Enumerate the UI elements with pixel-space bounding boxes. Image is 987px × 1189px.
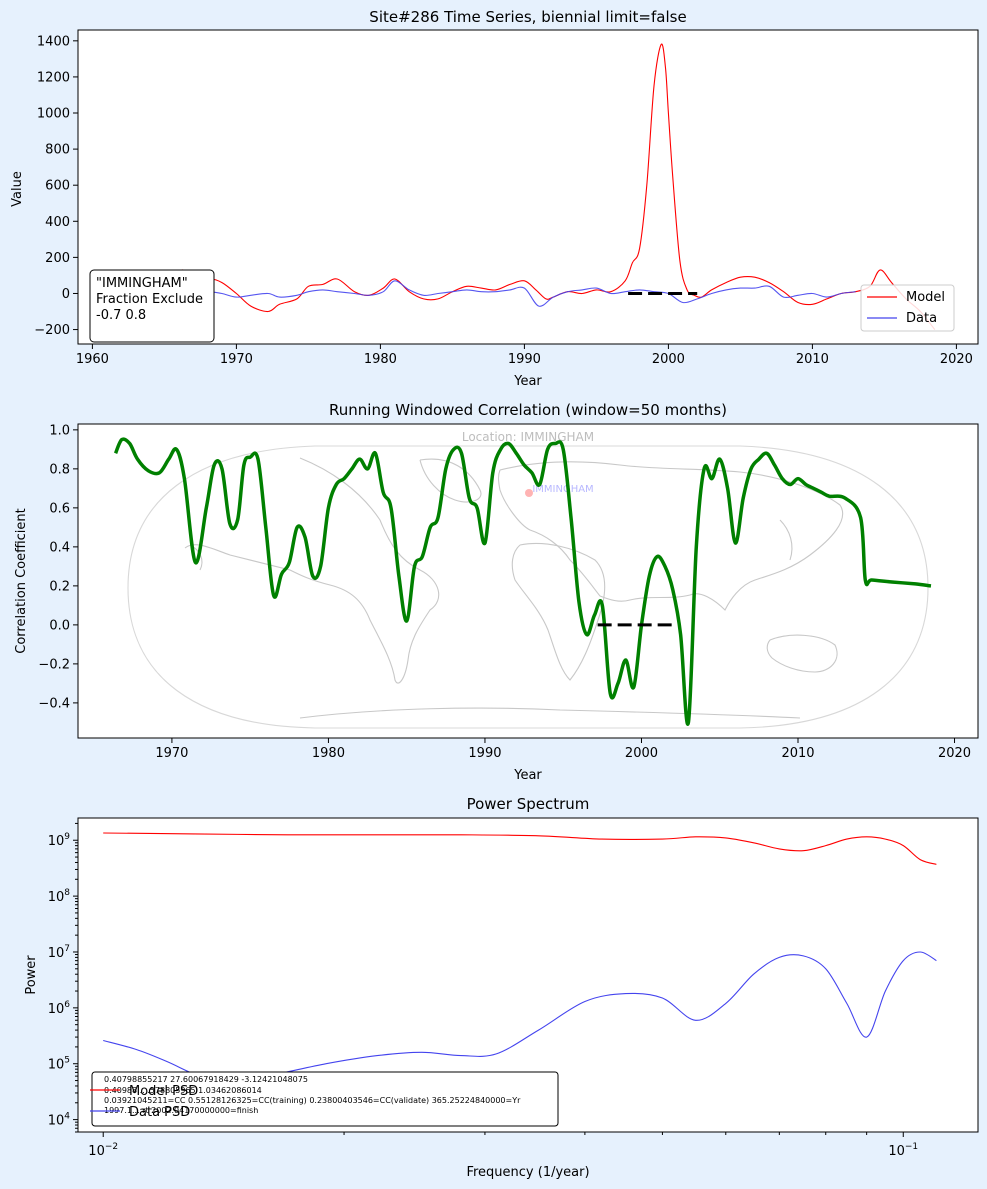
annotation-box: "IMMINGHAM" Fraction Exclude -0.7 0.8 [89, 269, 215, 343]
y-tick-label: 0.8 [49, 462, 70, 477]
correlation-lines [113, 437, 932, 726]
power-spectrum-title: Power Spectrum [467, 795, 590, 813]
correlation-ylabel: Correlation Coefficient [14, 508, 29, 654]
y-tick-label: 0.0 [49, 618, 70, 633]
x-tick-label: 1990 [468, 746, 501, 761]
y-tick-label: 105 [48, 1056, 70, 1073]
time-series-legend: Model Data [860, 284, 955, 332]
power-spectrum-ticks: 10−2 10−1 104 105 106 107 108 109 [48, 822, 918, 1159]
series-line-data [109, 280, 856, 307]
x-tick-label: 10−2 [88, 1142, 118, 1159]
series-line-model-psd [103, 832, 937, 865]
y-tick-label: 1.0 [49, 423, 70, 438]
power-spectrum-xlabel: Frequency (1/year) [466, 1165, 589, 1180]
time-series-ylabel: Value [10, 171, 25, 207]
legend-data-psd: Data PSD [129, 1105, 190, 1120]
power-spectrum-panel: Power Spectrum Frequency (1/year) Power … [24, 795, 979, 1180]
y-tick-label: −0.2 [38, 657, 70, 672]
stats-line-3: 0.03921045211=CC 0.55128126325=CC(traini… [104, 1096, 521, 1105]
legend-model-psd: Model PSD [129, 1084, 198, 1099]
map-location-label: Location: IMMINGHAM [462, 430, 594, 444]
legend-model: Model [906, 290, 945, 305]
correlation-ticks: 1970 1980 1990 2000 2010 2020 −0.4 −0.2 0.0 0.2 0.… [38, 423, 971, 761]
time-series-title: Site#286 Time Series, biennial limit=fal… [369, 8, 686, 26]
y-tick-label: 1400 [37, 34, 70, 49]
x-tick-label: 2010 [796, 352, 829, 367]
x-tick-label: 1970 [220, 352, 253, 367]
map-site-marker [525, 489, 533, 497]
correlation-panel: Location: IMMINGHAM IMMINGHAM Running Wi… [14, 401, 979, 783]
y-tick-label: 0.2 [49, 579, 70, 594]
x-tick-label: 1970 [155, 746, 188, 761]
series-line-model [109, 43, 936, 330]
x-tick-label: 2020 [940, 352, 973, 367]
x-tick-label: 2020 [938, 746, 971, 761]
y-tick-label: 0.4 [49, 540, 70, 555]
time-series-xlabel: Year [513, 374, 542, 389]
time-series-panel: Site#286 Time Series, biennial limit=fal… [10, 8, 979, 389]
y-tick-label: 600 [45, 179, 70, 194]
correlation-xlabel: Year [513, 768, 542, 783]
x-tick-label: 2010 [781, 746, 814, 761]
stats-line-1: 0.40798855217 27.60067918429 -3.12421048… [104, 1075, 308, 1084]
y-tick-label: 0.6 [49, 501, 70, 516]
power-spectrum-ylabel: Power [24, 955, 39, 995]
time-series-ticks: 1960 1970 1980 1990 2000 2010 2020 −200 0 200 400 6… [34, 34, 973, 367]
map-marker-label: IMMINGHAM [532, 484, 593, 495]
legend-data: Data [906, 311, 937, 326]
y-tick-label: 1000 [37, 107, 70, 122]
y-tick-label: 104 [48, 1112, 71, 1129]
time-series-lines [109, 43, 936, 330]
annotation-line-1: "IMMINGHAM" [96, 276, 188, 291]
x-tick-label: 2000 [625, 746, 658, 761]
y-tick-label: 106 [48, 1000, 71, 1017]
correlation-plot-area [77, 423, 979, 739]
background-world-map [127, 445, 929, 729]
stats-line-2: 0.40988... .578805965 1.03462086014 [104, 1086, 262, 1095]
y-tick-label: 109 [48, 832, 71, 849]
y-tick-label: −0.4 [38, 696, 70, 711]
x-tick-label: 1980 [364, 352, 397, 367]
stats-box: 0.40798855217 27.60067918429 -3.12421048… [90, 1071, 559, 1127]
x-tick-label: 10−1 [888, 1142, 918, 1159]
y-tick-label: −200 [34, 323, 70, 338]
x-tick-label: 1980 [312, 746, 345, 761]
x-tick-label: 1960 [76, 352, 109, 367]
correlation-title: Running Windowed Correlation (window=50 … [329, 401, 727, 419]
x-tick-label: 2000 [652, 352, 685, 367]
y-tick-label: 200 [45, 251, 70, 266]
annotation-line-3: -0.7 0.8 [96, 308, 146, 323]
y-tick-label: 800 [45, 143, 70, 158]
y-tick-label: 107 [48, 944, 70, 961]
y-tick-label: 0 [62, 287, 70, 302]
annotation-line-2: Fraction Exclude [96, 292, 203, 307]
y-tick-label: 108 [48, 888, 71, 905]
correlation-line [113, 437, 932, 726]
y-tick-label: 1200 [37, 70, 70, 85]
y-tick-label: 400 [45, 215, 70, 230]
stats-line-4: 1997.1... rt 2002.04170000000=finish [104, 1106, 258, 1115]
x-tick-label: 1990 [508, 352, 541, 367]
